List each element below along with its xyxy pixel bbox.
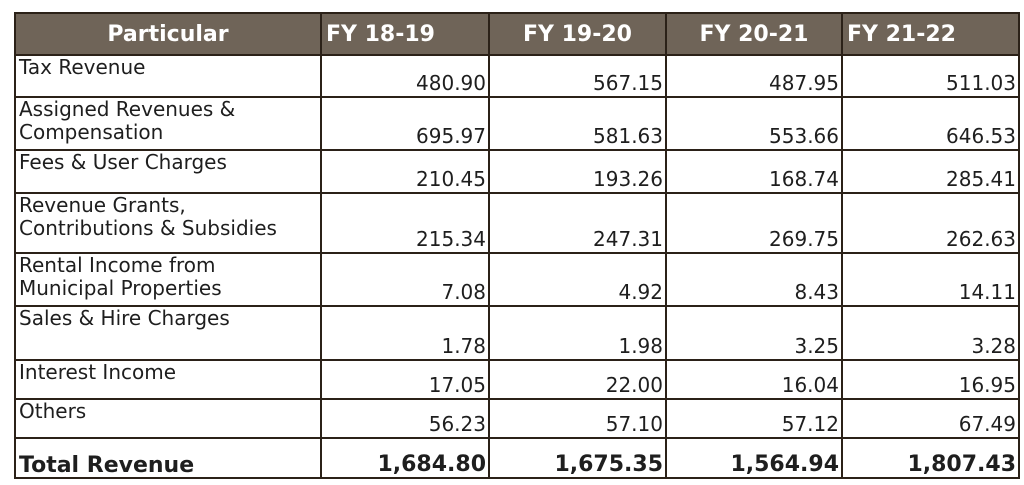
cell-value: 480.90 (320, 54, 490, 98)
cell-value: 210.45 (320, 149, 490, 194)
total-label: Total Revenue (14, 437, 322, 479)
cell-value: 14.11 (841, 252, 1020, 307)
cell-value: 487.95 (665, 54, 843, 98)
row-label: Revenue Grants, Contributions & Subsidie… (14, 192, 322, 254)
total-value: 1,564.94 (665, 437, 843, 479)
cell-value: 193.26 (488, 149, 667, 194)
cell-value: 285.41 (841, 149, 1020, 194)
cell-value: 269.75 (665, 192, 843, 254)
total-value: 1,675.35 (488, 437, 667, 479)
header-fy-20-21: FY 20-21 (665, 12, 843, 56)
cell-value: 553.66 (665, 96, 843, 151)
cell-value: 57.12 (665, 398, 843, 439)
header-row: Particular FY 18-19 FY 19-20 FY 20-21 FY… (14, 12, 1020, 56)
table-row: Others 56.23 57.10 57.12 67.49 (14, 398, 1020, 439)
total-value: 1,684.80 (320, 437, 490, 479)
table-row: Fees & User Charges 210.45 193.26 168.74… (14, 149, 1020, 194)
table-row: Tax Revenue 480.90 567.15 487.95 511.03 (14, 54, 1020, 98)
table-row: Interest Income 17.05 22.00 16.04 16.95 (14, 359, 1020, 400)
cell-value: 56.23 (320, 398, 490, 439)
cell-value: 1.78 (320, 305, 490, 361)
table-row: Assigned Revenues & Compensation 695.97 … (14, 96, 1020, 151)
header-particular: Particular (14, 12, 322, 56)
cell-value: 262.63 (841, 192, 1020, 254)
total-row: Total Revenue 1,684.80 1,675.35 1,564.94… (14, 437, 1020, 479)
cell-value: 57.10 (488, 398, 667, 439)
cell-value: 1.98 (488, 305, 667, 361)
cell-value: 17.05 (320, 359, 490, 400)
cell-value: 67.49 (841, 398, 1020, 439)
cell-value: 247.31 (488, 192, 667, 254)
cell-value: 3.25 (665, 305, 843, 361)
header-fy-18-19: FY 18-19 (320, 12, 490, 56)
cell-value: 7.08 (320, 252, 490, 307)
row-label: Rental Income from Municipal Properties (14, 252, 322, 307)
cell-value: 168.74 (665, 149, 843, 194)
cell-value: 646.53 (841, 96, 1020, 151)
cell-value: 22.00 (488, 359, 667, 400)
cell-value: 4.92 (488, 252, 667, 307)
table-row: Rental Income from Municipal Properties … (14, 252, 1020, 307)
cell-value: 16.04 (665, 359, 843, 400)
cell-value: 3.28 (841, 305, 1020, 361)
cell-value: 8.43 (665, 252, 843, 307)
row-label: Fees & User Charges (14, 149, 322, 194)
total-value: 1,807.43 (841, 437, 1020, 479)
row-label: Others (14, 398, 322, 439)
revenue-table: Particular FY 18-19 FY 19-20 FY 20-21 FY… (14, 12, 1020, 479)
row-label: Assigned Revenues & Compensation (14, 96, 322, 151)
row-label: Sales & Hire Charges (14, 305, 322, 361)
cell-value: 511.03 (841, 54, 1020, 98)
header-fy-21-22: FY 21-22 (841, 12, 1020, 56)
header-fy-19-20: FY 19-20 (488, 12, 667, 56)
cell-value: 581.63 (488, 96, 667, 151)
cell-value: 567.15 (488, 54, 667, 98)
table-row: Revenue Grants, Contributions & Subsidie… (14, 192, 1020, 254)
cell-value: 16.95 (841, 359, 1020, 400)
cell-value: 695.97 (320, 96, 490, 151)
cell-value: 215.34 (320, 192, 490, 254)
row-label: Interest Income (14, 359, 322, 400)
table-row: Sales & Hire Charges 1.78 1.98 3.25 3.28 (14, 305, 1020, 361)
row-label: Tax Revenue (14, 54, 322, 98)
